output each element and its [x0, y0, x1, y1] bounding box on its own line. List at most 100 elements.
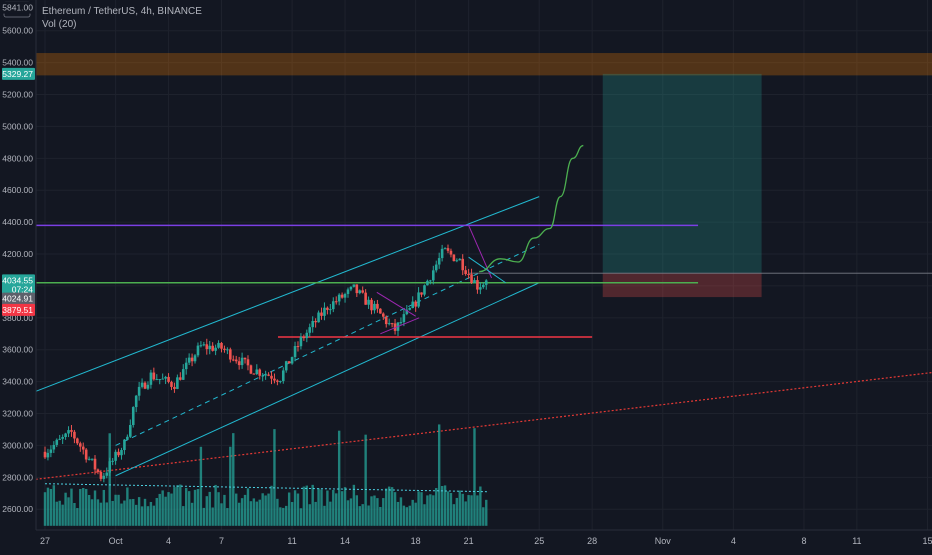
candle-body	[458, 258, 462, 261]
candle-body	[126, 436, 129, 440]
candle-body	[281, 370, 285, 382]
volume-bar	[470, 495, 473, 526]
x-tick-label: Oct	[109, 536, 124, 546]
y-tick-label: 2800.00	[2, 472, 33, 482]
candle-body	[452, 254, 456, 262]
candle-body	[117, 451, 120, 456]
candle-body	[237, 361, 241, 366]
volume-bar	[164, 496, 167, 526]
volume-indicator-title: Vol (20)	[42, 19, 77, 30]
volume-bar	[114, 494, 117, 526]
candle-body	[384, 316, 388, 325]
candle-body	[52, 444, 56, 450]
price-tag	[2, 274, 35, 287]
price-tag	[2, 283, 35, 296]
volume-bar	[423, 504, 426, 526]
candle-body	[90, 458, 94, 460]
candle-body	[155, 379, 159, 381]
volume-bar	[440, 485, 444, 526]
volume-bar	[70, 488, 73, 526]
candle-body	[79, 443, 82, 447]
candle-body	[470, 274, 473, 283]
volume-bar	[417, 491, 420, 526]
volume-bar	[137, 497, 141, 526]
candle-body	[290, 357, 294, 364]
volume-bar	[364, 434, 367, 526]
candle-body	[440, 248, 444, 259]
volume-bar	[355, 495, 359, 526]
candle-body	[434, 264, 438, 271]
volume-bar	[332, 490, 335, 526]
candle-body	[99, 471, 103, 479]
candle-body	[340, 294, 344, 298]
volume-bar	[223, 494, 226, 526]
volume-bar	[414, 502, 417, 526]
volume-bar	[287, 492, 291, 526]
volume-bar	[373, 495, 376, 526]
volume-bar	[143, 498, 147, 526]
volume-bar	[255, 501, 258, 526]
candle-body	[134, 395, 138, 408]
volume-bar	[190, 502, 194, 526]
volume-bar	[267, 493, 270, 526]
candle-body	[240, 357, 244, 366]
candle-body	[379, 308, 382, 314]
candle-body	[264, 374, 267, 376]
volume-bar	[64, 492, 67, 526]
chart-legend: Ethereum / TetherUS, 4h, BINANCE Vol (20…	[42, 5, 202, 31]
candle-body	[426, 280, 429, 286]
candle-body	[181, 369, 185, 380]
volume-bar	[435, 488, 438, 526]
x-tick-label: 18	[411, 536, 421, 546]
dotted-trendline	[0, 371, 932, 485]
volume-bar	[84, 488, 88, 526]
volume-bar	[390, 487, 394, 526]
candle-body	[231, 359, 235, 361]
candle-body	[276, 380, 279, 382]
volume-bar	[146, 506, 150, 526]
volume-bar	[320, 489, 323, 526]
y-tick-label: 5000.00	[2, 121, 33, 131]
candle-body	[258, 369, 262, 376]
volume-bar	[473, 428, 476, 526]
volume-ma-line	[44, 483, 489, 493]
candle-body	[467, 273, 470, 275]
candle-body	[87, 458, 91, 460]
volume-bar	[240, 498, 244, 526]
candle-body	[352, 284, 356, 287]
price-tag	[2, 292, 35, 305]
price-tag-label: 5841.00	[2, 3, 33, 13]
volume-bar	[317, 488, 320, 526]
volume-bar	[220, 503, 223, 526]
volume-bar	[405, 507, 409, 526]
candle-body	[293, 346, 297, 358]
candle-body	[464, 270, 467, 274]
x-tick-label: 4	[731, 536, 736, 546]
volume-bar	[476, 495, 479, 526]
y-tick-label: 3400.00	[2, 377, 33, 387]
candle-body	[146, 384, 150, 389]
volume-bar	[443, 485, 447, 526]
stop-zone	[602, 273, 762, 298]
candle-body	[143, 382, 147, 389]
volume-bar	[376, 498, 379, 526]
candle-body	[387, 323, 391, 325]
volume-bar	[396, 501, 400, 526]
candle-body	[390, 323, 394, 325]
volume-bar	[67, 497, 70, 526]
candle-body	[314, 320, 317, 323]
volume-bar	[243, 494, 247, 526]
volume-bar	[111, 500, 114, 526]
volume-bar	[464, 501, 467, 526]
candle-body	[208, 345, 212, 350]
volume-bar	[49, 488, 53, 526]
candle-body	[376, 303, 379, 309]
candle-body	[449, 250, 453, 255]
volume-bar	[123, 500, 126, 526]
volume-bar	[302, 486, 306, 526]
candle-body	[476, 280, 479, 290]
x-tick-label: 27	[40, 536, 50, 546]
candle-body	[473, 280, 476, 283]
